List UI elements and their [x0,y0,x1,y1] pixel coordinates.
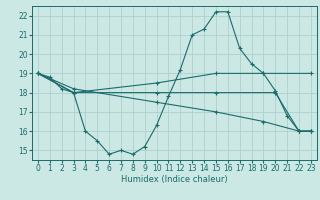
X-axis label: Humidex (Indice chaleur): Humidex (Indice chaleur) [121,175,228,184]
